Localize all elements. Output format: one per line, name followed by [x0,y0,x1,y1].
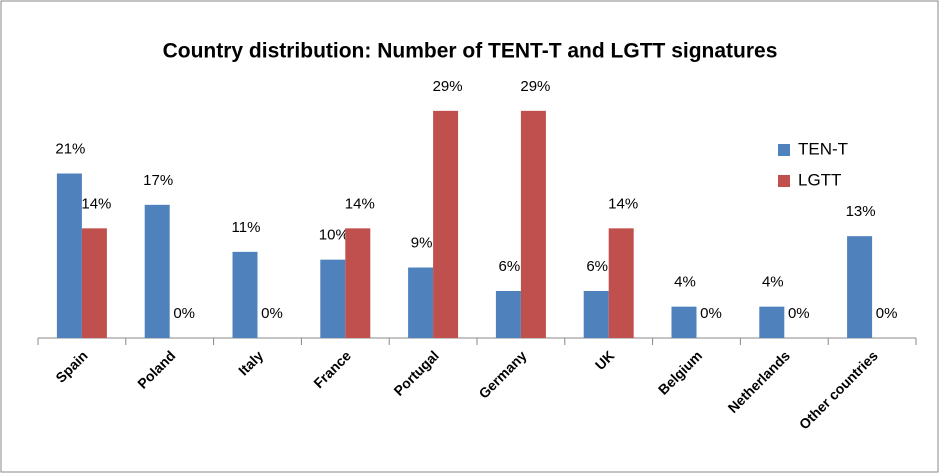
legend-swatch [778,175,790,187]
bar [144,204,170,338]
value-label: 21% [55,140,85,157]
value-label: 14% [345,195,375,212]
value-label: 10% [319,227,349,244]
value-label: 0% [700,305,722,322]
value-label: 0% [788,305,810,322]
value-label: 4% [674,274,696,291]
legend-label: TEN-T [798,139,848,158]
bar [759,306,785,338]
value-label: 0% [876,305,898,322]
value-label: 6% [499,258,521,275]
value-label: 0% [261,305,283,322]
bar [495,291,521,338]
bar [433,110,459,338]
bar [232,251,258,338]
value-label: 29% [433,78,463,95]
bar [847,236,873,338]
value-label: 13% [846,203,876,220]
bar [345,228,371,338]
value-label: 11% [232,219,261,236]
bar [408,267,434,338]
chart-title: Country distribution: Number of TENT-T a… [163,40,778,63]
value-label: 6% [586,258,608,275]
value-label: 14% [608,195,638,212]
bar [320,259,346,338]
bar [608,228,634,338]
legend-label: LGTT [798,170,841,189]
bar [520,110,546,338]
bar [671,306,697,338]
value-label: 29% [520,78,550,95]
value-label: 17% [143,172,173,189]
value-label: 14% [81,195,111,212]
value-label: 4% [762,274,784,291]
value-label: 0% [173,305,195,322]
bar [583,291,609,338]
value-label: 9% [411,234,433,251]
bar [81,228,107,338]
bar [56,173,82,338]
legend-swatch [778,144,790,156]
